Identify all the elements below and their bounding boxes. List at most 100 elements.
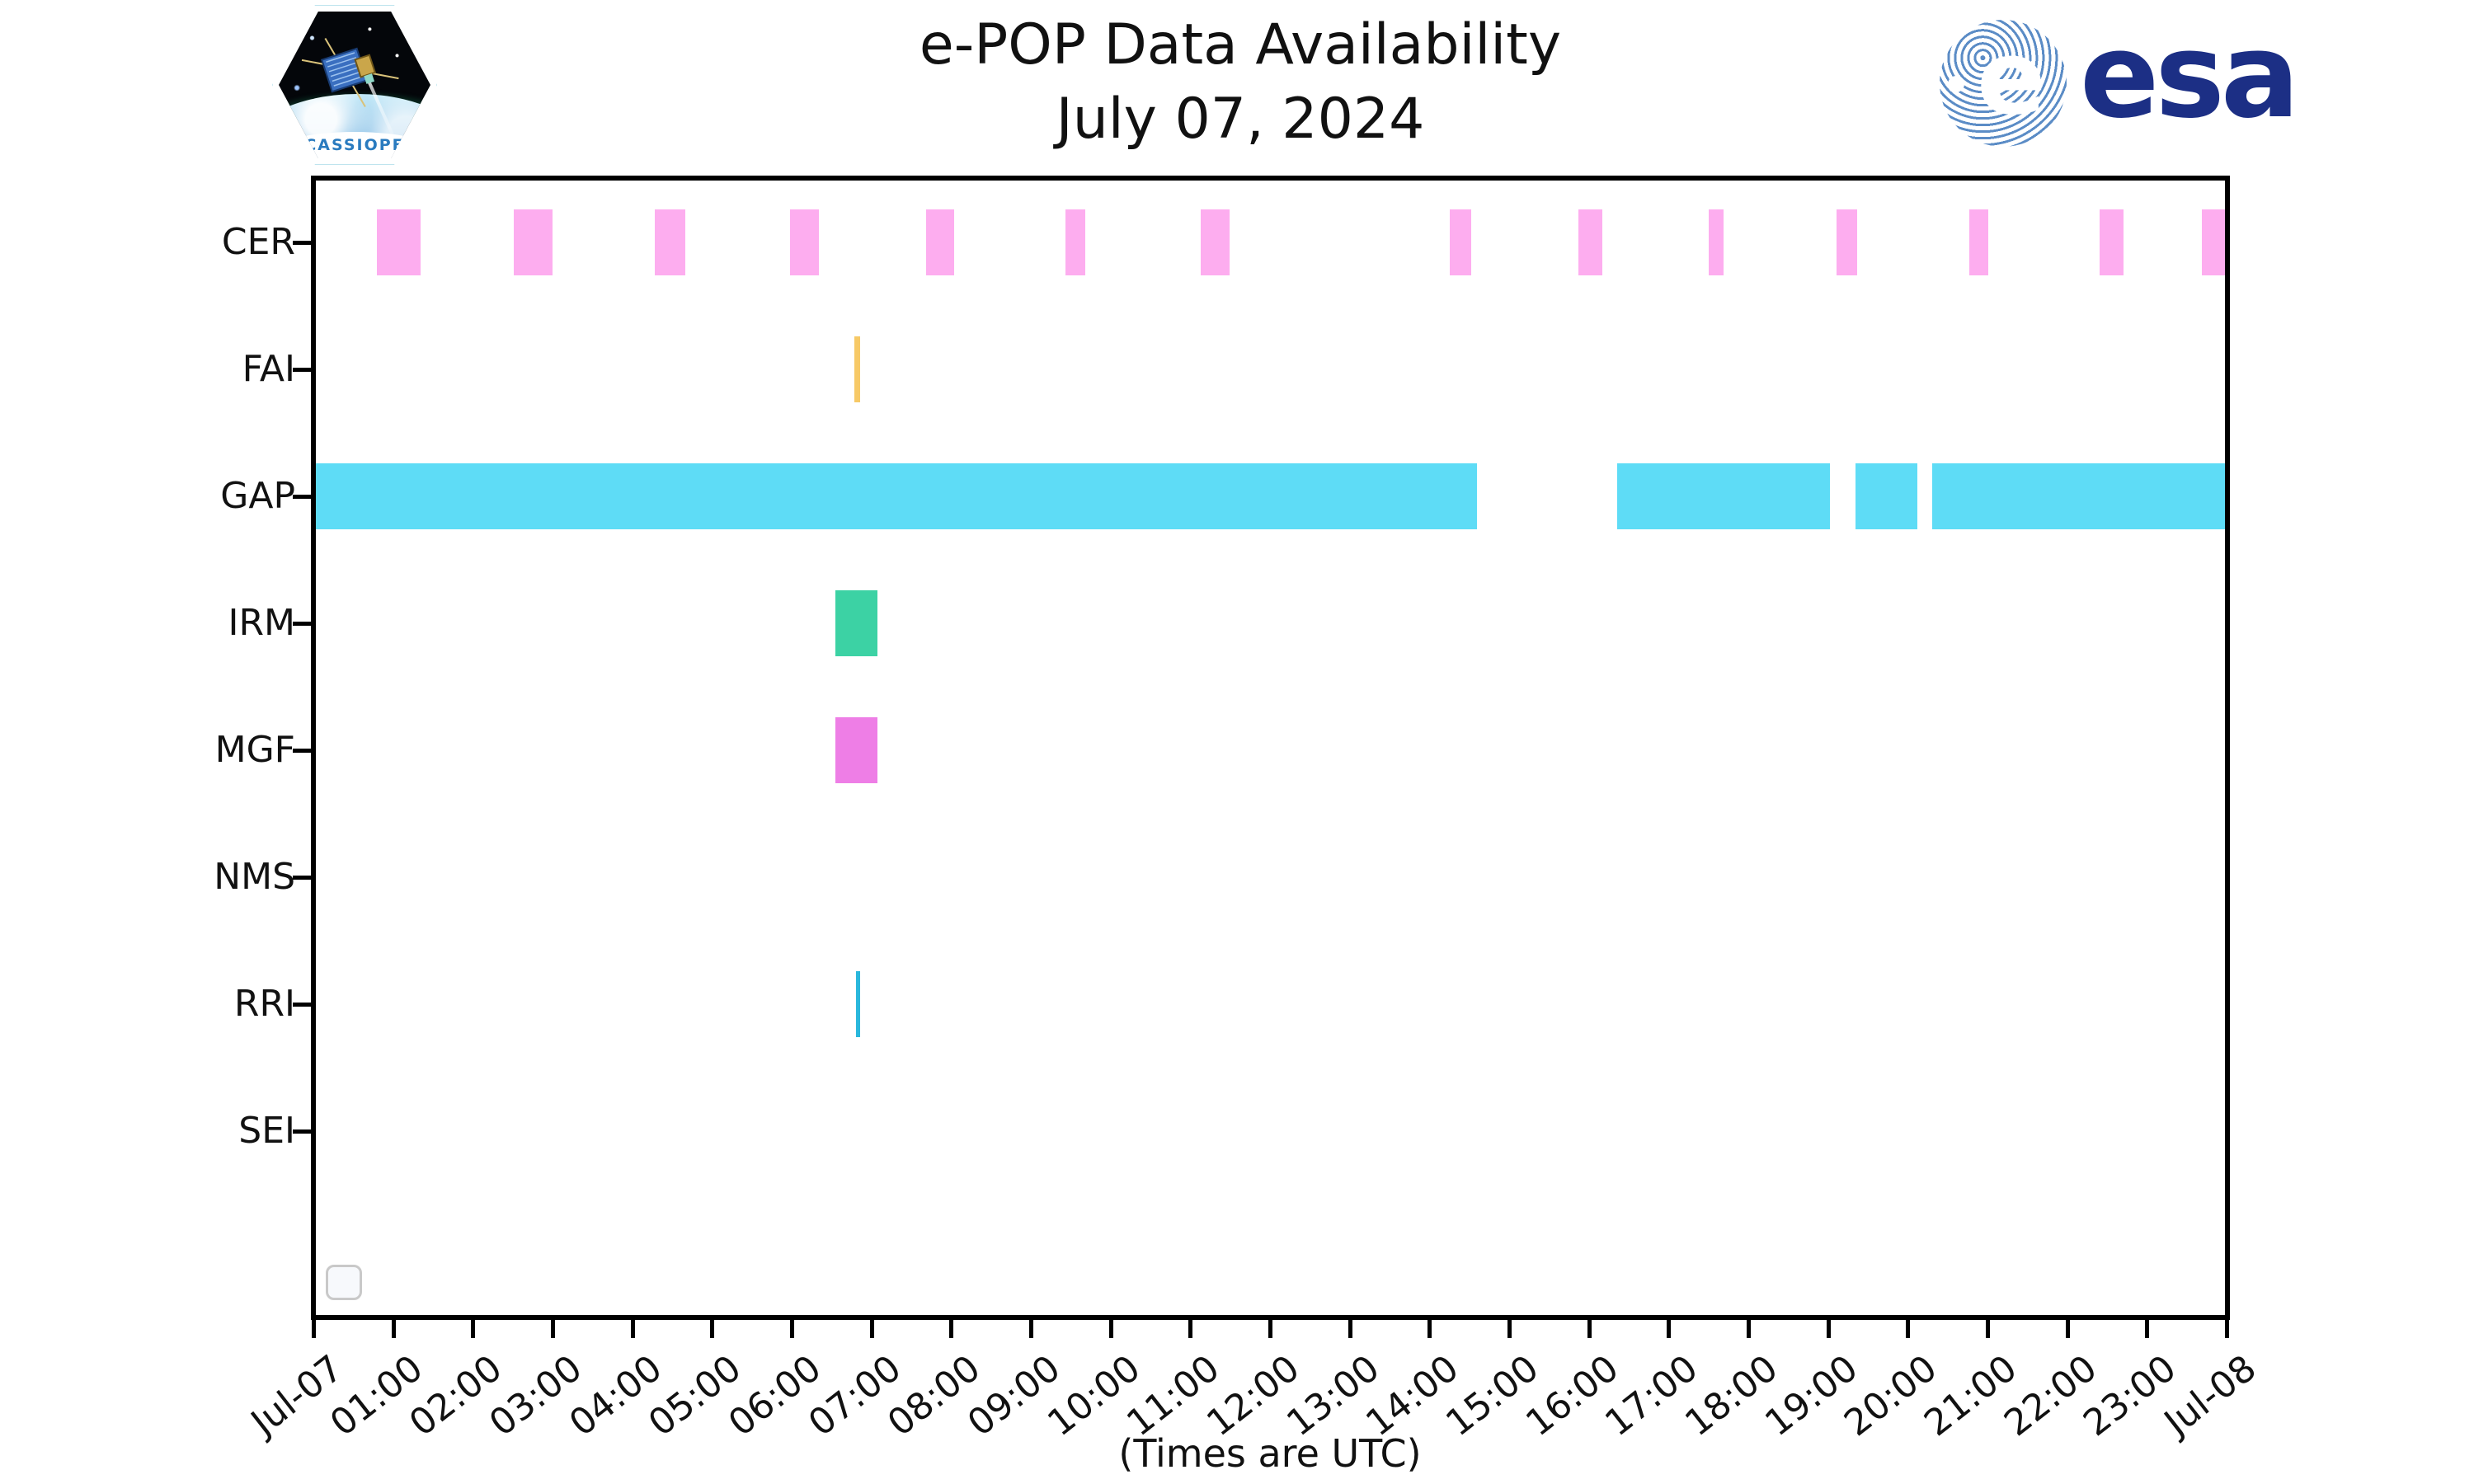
y-tick [293, 1003, 311, 1007]
row-label-gap: GAP [220, 475, 295, 517]
availability-bar-cer [654, 209, 686, 275]
x-tick-label: 07:00 [800, 1347, 910, 1445]
x-tick-label: 15:00 [1438, 1347, 1547, 1445]
row-label-nms: NMS [214, 856, 295, 898]
x-tick [551, 1320, 555, 1338]
esa-globe-icon: e [1940, 19, 2067, 147]
availability-bar-gap [1617, 463, 1830, 529]
availability-bar-cer [1968, 209, 1988, 275]
x-tick [2065, 1320, 2070, 1338]
availability-bar-gap [1855, 463, 1917, 529]
row-label-mgf: MGF [214, 729, 295, 771]
x-tick [1268, 1320, 1272, 1338]
legend-box [326, 1265, 362, 1300]
x-tick [1188, 1320, 1193, 1338]
availability-bar-cer [1837, 209, 1858, 275]
satellite-icon [301, 38, 399, 108]
x-tick [869, 1320, 874, 1338]
x-tick-label: 06:00 [721, 1347, 830, 1445]
x-tick [1906, 1320, 1911, 1338]
x-tick-label: 02:00 [402, 1347, 510, 1445]
x-tick-label: 14:00 [1358, 1347, 1467, 1445]
x-tick [1587, 1320, 1592, 1338]
row-label-fai: FAI [242, 348, 295, 390]
x-tick-label: 05:00 [641, 1347, 750, 1445]
availability-bar-cer [1065, 209, 1085, 275]
availability-bar-gap [1932, 463, 2225, 529]
availability-bar-fai [854, 336, 861, 402]
availability-bar-mgf [835, 717, 878, 783]
x-tick-label: 23:00 [2076, 1347, 2185, 1445]
availability-bar-cer [1578, 209, 1603, 275]
esa-logo: e esa [1940, 15, 2300, 147]
y-tick [293, 749, 311, 753]
x-tick [630, 1320, 635, 1338]
cassiope-patch: CASSIOPE [272, 5, 437, 165]
y-tick [293, 1129, 311, 1134]
y-tick [293, 876, 311, 880]
x-tick-label: 03:00 [482, 1347, 590, 1445]
y-tick [293, 622, 311, 626]
x-tick [1747, 1320, 1751, 1338]
x-tick-label: 21:00 [1917, 1347, 2025, 1445]
row-label-sei: SEI [238, 1110, 295, 1152]
x-tick [949, 1320, 954, 1338]
x-tick [2225, 1320, 2229, 1338]
cassiope-patch-art: CASSIOPE [279, 12, 430, 158]
x-tick-label: 08:00 [880, 1347, 989, 1445]
availability-bar-cer [1708, 209, 1724, 275]
x-tick-label: 04:00 [561, 1347, 670, 1445]
x-tick-label: 17:00 [1597, 1347, 1706, 1445]
y-tick [293, 241, 311, 245]
x-tick-label: 12:00 [1199, 1347, 1308, 1445]
x-tick [471, 1320, 476, 1338]
x-tick-label: 20:00 [1837, 1347, 1945, 1445]
x-tick [391, 1320, 396, 1338]
row-label-cer: CER [221, 221, 295, 263]
x-tick-label: 19:00 [1757, 1347, 1866, 1445]
x-tick-label: 13:00 [1278, 1347, 1388, 1445]
x-tick [1348, 1320, 1352, 1338]
x-tick-label: 10:00 [1039, 1347, 1149, 1445]
availability-bar-cer [1200, 209, 1230, 275]
esa-wordmark: esa [2080, 8, 2300, 144]
x-tick [710, 1320, 715, 1338]
title-line1: e-POP Data Availability [919, 12, 1562, 77]
y-tick [293, 495, 311, 499]
x-tick-label: Jul-08 [2157, 1347, 2265, 1444]
esa-globe-e: e [1977, 19, 2047, 139]
availability-bar-cer [926, 209, 955, 275]
x-tick [1986, 1320, 1990, 1338]
x-tick-label: 09:00 [960, 1347, 1069, 1445]
x-tick [312, 1320, 316, 1338]
x-tick-label: Jul-07 [243, 1347, 351, 1444]
x-tick [1667, 1320, 1672, 1338]
x-tick [1029, 1320, 1033, 1338]
page-title: e-POP Data Availability July 07, 2024 [920, 8, 1561, 157]
availability-bar-cer [790, 209, 819, 275]
y-tick [293, 368, 311, 372]
x-tick [1826, 1320, 1831, 1338]
availability-bar-cer [2202, 209, 2225, 275]
x-tick [2145, 1320, 2150, 1338]
x-tick [1108, 1320, 1113, 1338]
esa-globe-dot [1948, 76, 1964, 92]
row-label-irm: IRM [228, 602, 295, 644]
plot-area [311, 176, 2230, 1320]
availability-bar-rri [856, 971, 861, 1037]
row-label-rri: RRI [233, 983, 295, 1025]
availability-bar-cer [1449, 209, 1471, 275]
x-tick [790, 1320, 794, 1338]
availability-bar-gap [316, 463, 1478, 529]
axis-caption: (Times are UTC) [1118, 1431, 1422, 1476]
availability-bar-cer [2100, 209, 2124, 275]
availability-bar-irm [835, 590, 878, 656]
x-tick-label: 01:00 [322, 1347, 431, 1445]
x-tick [1507, 1320, 1512, 1338]
x-tick [1427, 1320, 1432, 1338]
x-tick-label: 16:00 [1517, 1347, 1627, 1445]
title-line2: July 07, 2024 [1056, 87, 1425, 152]
x-tick-label: 18:00 [1677, 1347, 1786, 1445]
x-tick-label: 22:00 [1996, 1347, 2105, 1445]
